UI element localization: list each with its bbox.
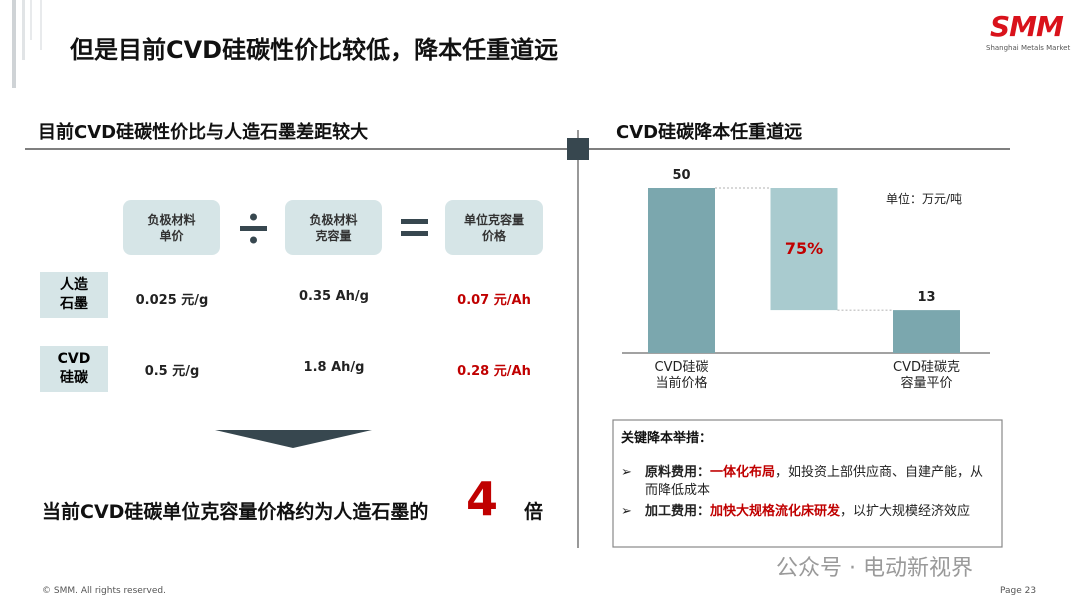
data-label: 50 bbox=[672, 168, 690, 183]
page-number: Page 23 bbox=[1000, 586, 1037, 596]
data-label: 13 bbox=[917, 290, 935, 305]
conclusion: 当前CVD硅碳单位克容量价格约为人造石墨的 bbox=[42, 501, 429, 523]
deco-bar bbox=[12, 0, 16, 88]
divider-square bbox=[567, 138, 589, 160]
measure-highlight: 加快大规格流化床研发 bbox=[710, 504, 841, 519]
unit-label: 单位：万元/吨 bbox=[886, 192, 963, 206]
measure-highlight: 一体化布局 bbox=[710, 465, 776, 480]
measure-item: ➢ 原料费用：一体化布局，如投资上部供应商、自建产能，从而降低成本 bbox=[621, 465, 984, 498]
conclusion-number: 4 bbox=[466, 472, 499, 526]
measure-label: 原料费用： bbox=[645, 465, 711, 480]
deco-bar bbox=[40, 0, 42, 50]
section-heading: CVD硅碳降本任重道远 bbox=[616, 122, 803, 143]
watermark: 公众号 · 电动新视界 bbox=[776, 556, 973, 581]
row-label: 人造 石墨 bbox=[40, 272, 108, 318]
measures-title: 关键降本举措： bbox=[621, 431, 713, 446]
slide-title: 但是目前CVD硅碳性价比较低，降本任重道远 bbox=[70, 36, 559, 64]
category-label: CVD硅碳 当前价格 bbox=[654, 360, 709, 391]
cell: 0.5 元/g bbox=[144, 364, 200, 379]
cell: 0.35 Ah/g bbox=[299, 289, 369, 304]
divide-sign bbox=[240, 213, 267, 244]
column-header: 单位克容量 价格 bbox=[445, 200, 543, 255]
measure-text: ，如投资上部供应商、自建产能，从而降低成本 bbox=[645, 465, 984, 498]
column-header: 负极材料 单价 bbox=[123, 200, 220, 255]
measure-text: ，以扩大规模经济效应 bbox=[840, 504, 971, 519]
cell: 0.28 元/Ah bbox=[457, 364, 531, 379]
measure-item: ➢ 加工费用：加快大规格流化床研发，以扩大规模经济效应 bbox=[621, 504, 971, 519]
logo-sub: Shanghai Metals Market bbox=[986, 44, 1071, 52]
logo: SMM bbox=[990, 10, 1064, 43]
row-label: CVD 硅碳 bbox=[40, 346, 108, 392]
equal-sign bbox=[401, 219, 428, 236]
conclusion-suffix: 倍 bbox=[524, 501, 544, 523]
copyright: © SMM. All rights reserved. bbox=[42, 586, 166, 596]
section-heading: 目前CVD硅碳性价比与人造石墨差距较大 bbox=[38, 122, 369, 143]
bar bbox=[648, 188, 715, 353]
cell: 0.025 元/g bbox=[135, 293, 209, 308]
down-arrow bbox=[215, 430, 372, 448]
annotation: 75% bbox=[785, 239, 823, 258]
category-label: CVD硅碳克 容量平价 bbox=[893, 360, 960, 391]
measures-box bbox=[612, 419, 1003, 548]
bar bbox=[770, 188, 838, 311]
column-header: 负极材料 克容量 bbox=[285, 200, 382, 255]
measure-label: 加工费用： bbox=[645, 504, 711, 519]
bar bbox=[893, 310, 960, 353]
cell: 0.07 元/Ah bbox=[457, 293, 531, 308]
deco-bar bbox=[30, 0, 32, 40]
cell: 1.8 Ah/g bbox=[303, 360, 365, 375]
deco-bar bbox=[22, 0, 25, 60]
